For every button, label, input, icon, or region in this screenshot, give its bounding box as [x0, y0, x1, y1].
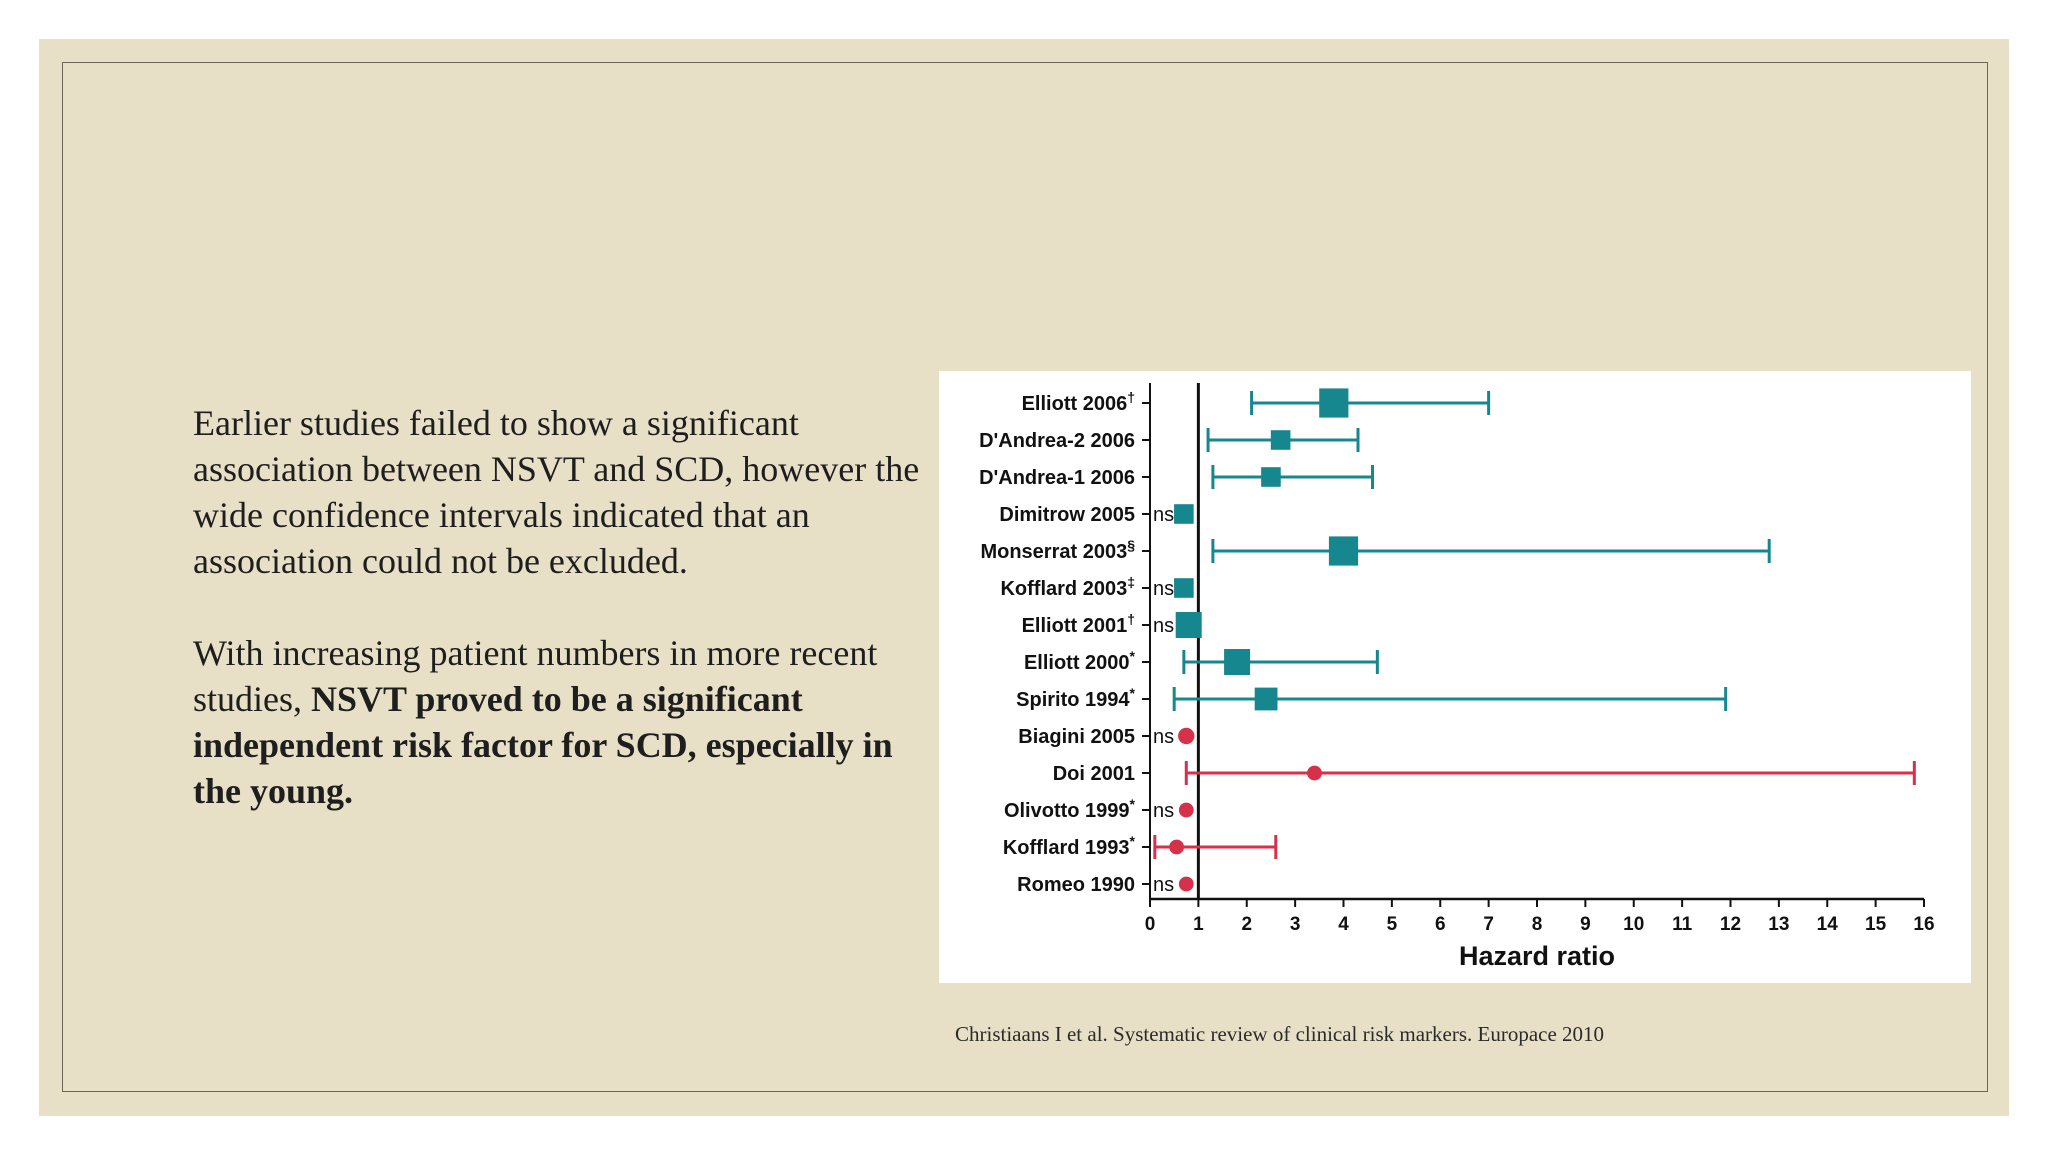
- ns-label: ns: [1153, 578, 1174, 600]
- study-label: Romeo 1990: [1017, 874, 1135, 896]
- x-tick-label: 2: [1241, 914, 1252, 935]
- study-name: Olivotto 1999: [1004, 800, 1130, 822]
- x-tick-label: 7: [1483, 914, 1494, 935]
- study-footnote-mark: *: [1130, 833, 1136, 849]
- x-tick-label: 9: [1580, 914, 1591, 935]
- study-label: Kofflard 1993*: [1003, 833, 1136, 859]
- x-tick-label: 4: [1338, 914, 1349, 935]
- study-name: D'Andrea-2 2006: [979, 430, 1135, 452]
- x-tick-label: 5: [1387, 914, 1398, 935]
- paragraph-spacer: [193, 584, 928, 630]
- point-estimate-marker: [1169, 839, 1185, 855]
- x-tick-label: 15: [1865, 914, 1887, 935]
- point-estimate-marker: [1178, 727, 1195, 745]
- study-label: Dimitrow 2005: [999, 504, 1135, 526]
- paragraph-recent-bold: NSVT proved to be a significant independ…: [193, 679, 893, 811]
- ns-label: ns: [1153, 504, 1174, 526]
- point-estimate-marker: [1307, 765, 1322, 781]
- x-tick-label: 8: [1532, 914, 1543, 935]
- paragraph-recent-studies: With increasing patient numbers in more …: [193, 630, 928, 814]
- study-label: D'Andrea-1 2006: [979, 467, 1135, 489]
- study-name: Elliott 2006: [1022, 393, 1128, 415]
- study-label: Doi 2001: [1053, 763, 1135, 785]
- point-estimate-marker: [1174, 504, 1194, 524]
- study-label: Elliott 2001†: [1022, 611, 1135, 637]
- study-footnote-mark: *: [1130, 685, 1136, 701]
- x-tick-label: 1: [1193, 914, 1204, 935]
- ns-label: ns: [1153, 615, 1174, 637]
- paragraph-earlier-studies: Earlier studies failed to show a signifi…: [193, 403, 920, 581]
- study-footnote-mark: †: [1127, 611, 1135, 627]
- study-footnote-mark: †: [1127, 389, 1135, 405]
- study-name: Spirito 1994: [1016, 689, 1130, 711]
- point-estimate-marker: [1224, 649, 1251, 675]
- point-estimate-marker: [1261, 467, 1281, 487]
- study-label: Biagini 2005: [1018, 726, 1135, 748]
- x-tick-label: 3: [1290, 914, 1301, 935]
- study-name: Dimitrow 2005: [999, 504, 1135, 526]
- study-name: Romeo 1990: [1017, 874, 1135, 896]
- ns-label: ns: [1153, 726, 1174, 748]
- point-estimate-marker: [1178, 876, 1194, 892]
- study-label: Elliott 2006†: [1022, 389, 1135, 415]
- study-name: Monserrat 2003: [980, 541, 1127, 563]
- point-estimate-marker: [1254, 687, 1278, 711]
- x-tick-label: 10: [1623, 914, 1644, 935]
- ns-label: ns: [1153, 800, 1174, 822]
- study-label: Spirito 1994*: [1016, 685, 1135, 711]
- study-label: Olivotto 1999*: [1004, 796, 1136, 822]
- study-label: Monserrat 2003§: [980, 537, 1135, 563]
- x-tick-label: 11: [1672, 914, 1693, 935]
- study-name: Kofflard 1993: [1003, 837, 1130, 859]
- study-name: Doi 2001: [1053, 763, 1135, 785]
- citation: Christiaans I et al. Systematic review o…: [955, 1022, 1605, 1046]
- study-name: Elliott 2000: [1024, 652, 1130, 674]
- study-footnote-mark: *: [1130, 796, 1136, 812]
- x-tick-label: 13: [1768, 914, 1789, 935]
- study-name: Kofflard 2003: [1000, 578, 1127, 600]
- paragraph-recent-plain: With increasing patient numbers in more …: [193, 633, 878, 719]
- x-axis-title: Hazard ratio: [1459, 941, 1615, 971]
- ns-label: ns: [1153, 874, 1174, 896]
- study-label: D'Andrea-2 2006: [979, 430, 1135, 452]
- x-tick-label: 12: [1720, 914, 1741, 935]
- study-name: Biagini 2005: [1018, 726, 1135, 748]
- point-estimate-marker: [1319, 388, 1349, 418]
- study-label: Elliott 2000*: [1024, 648, 1136, 674]
- x-tick-label: 14: [1817, 914, 1839, 935]
- study-footnote-mark: ‡: [1127, 574, 1135, 590]
- point-estimate-marker: [1178, 802, 1194, 818]
- point-estimate-marker: [1270, 430, 1291, 450]
- x-tick-label: 0: [1145, 914, 1156, 935]
- study-name: Elliott 2001: [1022, 615, 1128, 637]
- x-tick-label: 16: [1913, 914, 1934, 935]
- study-footnote-mark: *: [1130, 648, 1136, 664]
- point-estimate-marker: [1175, 612, 1202, 638]
- slide-frame: [62, 62, 1988, 1092]
- study-label: Kofflard 2003‡: [1000, 574, 1135, 600]
- body-text: Earlier studies failed to show a signifi…: [193, 400, 928, 814]
- point-estimate-marker: [1174, 578, 1194, 598]
- study-footnote-mark: §: [1127, 537, 1135, 553]
- study-name: D'Andrea-1 2006: [979, 467, 1135, 489]
- point-estimate-marker: [1328, 536, 1359, 566]
- x-tick-label: 6: [1435, 914, 1446, 935]
- forest-plot-panel: 0 1 2 3 4 5 6 7 8 9 10 11 12 13 14 15 16 Hazard ratio Elli…: [939, 371, 1971, 983]
